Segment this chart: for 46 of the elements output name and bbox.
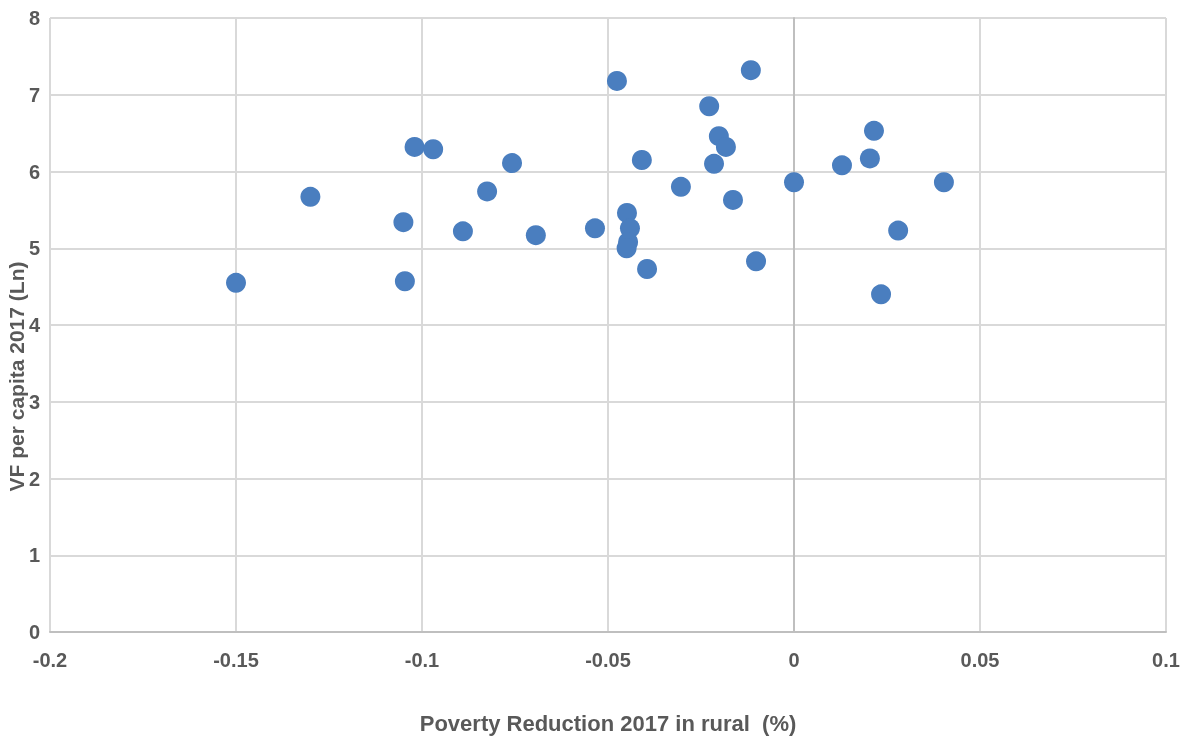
point bbox=[404, 136, 425, 157]
point bbox=[933, 172, 954, 193]
point bbox=[393, 212, 414, 233]
point bbox=[670, 176, 691, 197]
point bbox=[585, 218, 605, 239]
y-tick-label: 7 bbox=[28, 83, 40, 106]
point bbox=[740, 60, 761, 81]
point bbox=[525, 225, 546, 246]
y-tick-label: 2 bbox=[28, 467, 40, 490]
y-axis-title: VF per capita 2017 (Ln) bbox=[5, 261, 28, 492]
point bbox=[864, 120, 884, 141]
point bbox=[606, 70, 627, 91]
point bbox=[859, 148, 880, 169]
y-tick-label: 1 bbox=[28, 544, 40, 567]
x-axis-title: Poverty Reduction 2017 in rural (%) bbox=[419, 710, 797, 736]
point bbox=[832, 155, 852, 176]
point bbox=[637, 258, 658, 279]
y-tick-label: 5 bbox=[28, 237, 40, 260]
point bbox=[631, 149, 652, 170]
point bbox=[699, 96, 720, 117]
y-tick-label: 8 bbox=[28, 7, 40, 29]
x-tick-label: -0.1 bbox=[404, 649, 440, 671]
point bbox=[477, 181, 498, 202]
y-tick-label: 6 bbox=[28, 160, 40, 183]
point bbox=[746, 251, 767, 272]
point bbox=[871, 284, 892, 305]
y-tick-label: 3 bbox=[28, 390, 40, 413]
x-tick-label: -0.05 bbox=[585, 649, 631, 671]
point bbox=[300, 186, 321, 207]
y-tick-label: 0 bbox=[28, 621, 40, 643]
point bbox=[704, 153, 725, 174]
point bbox=[394, 271, 415, 292]
x-tick-label: 0.1 bbox=[1152, 649, 1180, 671]
y-tick-label: 4 bbox=[28, 314, 41, 336]
point bbox=[715, 136, 736, 157]
x-tick-label: 0.05 bbox=[960, 649, 1000, 671]
point bbox=[502, 153, 523, 174]
point bbox=[226, 272, 246, 293]
point bbox=[723, 189, 743, 210]
point bbox=[423, 139, 444, 160]
point bbox=[452, 221, 473, 242]
point bbox=[888, 220, 909, 241]
point bbox=[784, 172, 804, 193]
x-tick-label: -0.2 bbox=[32, 649, 68, 671]
x-tick-label: -0.15 bbox=[213, 649, 259, 671]
x-tick-label: 0 bbox=[788, 649, 800, 671]
